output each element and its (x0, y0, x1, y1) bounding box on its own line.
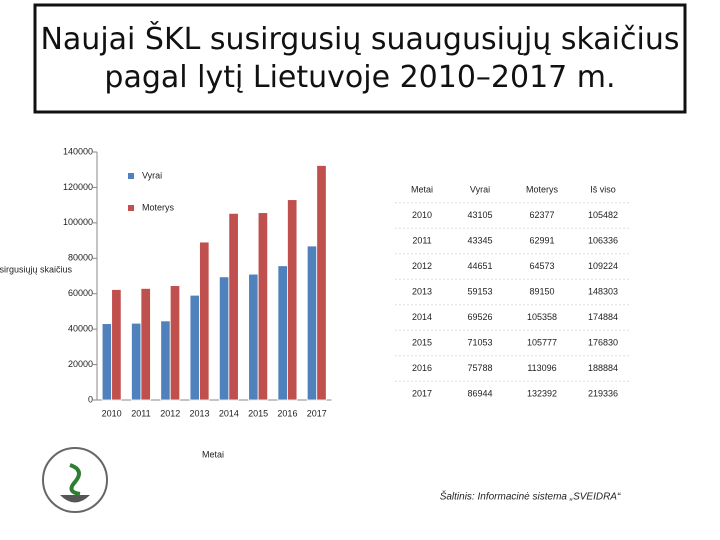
y-tick-label: 60000 (68, 288, 93, 298)
bar (131, 322, 142, 401)
x-tick-label: 2013 (190, 408, 210, 418)
y-tick-label: 0 (88, 394, 93, 404)
table-cell: 188884 (588, 363, 618, 373)
bar (169, 285, 181, 401)
y-tick-label: 20000 (68, 359, 93, 369)
bar (111, 289, 122, 401)
y-tick-label: 100000 (63, 217, 93, 227)
table-cell: 105777 (527, 337, 557, 347)
bar (306, 245, 318, 401)
y-tick-label: 80000 (68, 253, 93, 263)
y-tick-label: 120000 (63, 182, 93, 192)
table-cell: 2010 (412, 210, 432, 220)
table-cell: 69526 (467, 312, 492, 322)
table-cell: 75788 (467, 363, 492, 373)
table-cell: 176830 (588, 337, 618, 347)
bar (248, 273, 259, 401)
bar (218, 276, 230, 401)
table-cell: 132392 (527, 388, 557, 398)
bar (140, 288, 151, 401)
table-cell: 62991 (529, 235, 554, 245)
table-cell: 43105 (467, 210, 492, 220)
x-tick-label: 2015 (248, 408, 268, 418)
table-cell: 2017 (412, 388, 432, 398)
table-cell: 59153 (467, 286, 492, 296)
legend-swatch (128, 205, 134, 211)
table-cell: 105358 (527, 312, 557, 322)
table-cell: 109224 (588, 261, 618, 271)
x-tick-label: 2010 (102, 408, 122, 418)
bar (160, 320, 171, 401)
legend-swatch (128, 173, 134, 179)
bar (316, 165, 327, 401)
table-cell: 64573 (529, 261, 554, 271)
x-tick-label: 2017 (307, 408, 327, 418)
x-tick-label: 2011 (131, 408, 150, 418)
title-box (33, 3, 687, 114)
bar (101, 323, 113, 401)
logo-ring (42, 447, 108, 513)
table-cell: 174884 (588, 312, 618, 322)
x-tick-label: 2012 (160, 408, 180, 418)
table-cell: 113096 (527, 363, 556, 373)
legend-label: Moterys (142, 202, 175, 212)
bar (257, 212, 269, 401)
table-header: Metai (411, 184, 433, 194)
table-cell: 62377 (529, 210, 554, 220)
table-cell: 89150 (529, 286, 554, 296)
legend-label: Vyrai (142, 170, 162, 180)
table-cell: 2014 (412, 312, 432, 322)
bar (228, 212, 239, 401)
chart-title: Naujai ŠKL susirgusių suaugusiųjų skaiči… (40, 22, 680, 95)
bar (199, 241, 210, 401)
table-header: Vyrai (470, 184, 490, 194)
logo-snake (69, 463, 81, 496)
table-cell: 2012 (412, 261, 432, 271)
bar (287, 199, 298, 401)
table-cell: 2013 (412, 286, 432, 296)
table-cell: 2016 (412, 363, 432, 373)
y-tick-label: 40000 (68, 324, 93, 334)
table-cell: 219336 (588, 388, 618, 398)
table-header: Iš viso (590, 184, 616, 194)
x-tick-label: 2014 (219, 408, 239, 418)
logo (42, 447, 108, 513)
x-axis-label: Metai (202, 449, 224, 459)
source: Šaltinis: Informacinė sistema „SVEIDRA“ (440, 490, 621, 503)
table-cell: 2011 (412, 235, 431, 245)
x-tick-label: 2016 (277, 408, 297, 418)
title-wrap: Naujai ŠKL susirgusių suaugusiųjų skaiči… (40, 22, 680, 95)
table-cell: 148303 (588, 286, 618, 296)
table-cell: 106336 (588, 235, 618, 245)
logo-bowl (60, 495, 90, 503)
bar (277, 265, 288, 401)
table-cell: 43345 (467, 235, 492, 245)
table-cell: 44651 (467, 261, 492, 271)
table-cell: 86944 (467, 388, 492, 398)
y-tick-label: 140000 (63, 146, 93, 156)
table-cell: 2015 (412, 337, 432, 347)
table-cell: 105482 (588, 210, 618, 220)
table-header: Moterys (526, 184, 559, 194)
table-cell: 71053 (467, 337, 492, 347)
bar (189, 294, 200, 401)
y-axis-label: Susirgusiųjų skaičius (0, 264, 72, 274)
